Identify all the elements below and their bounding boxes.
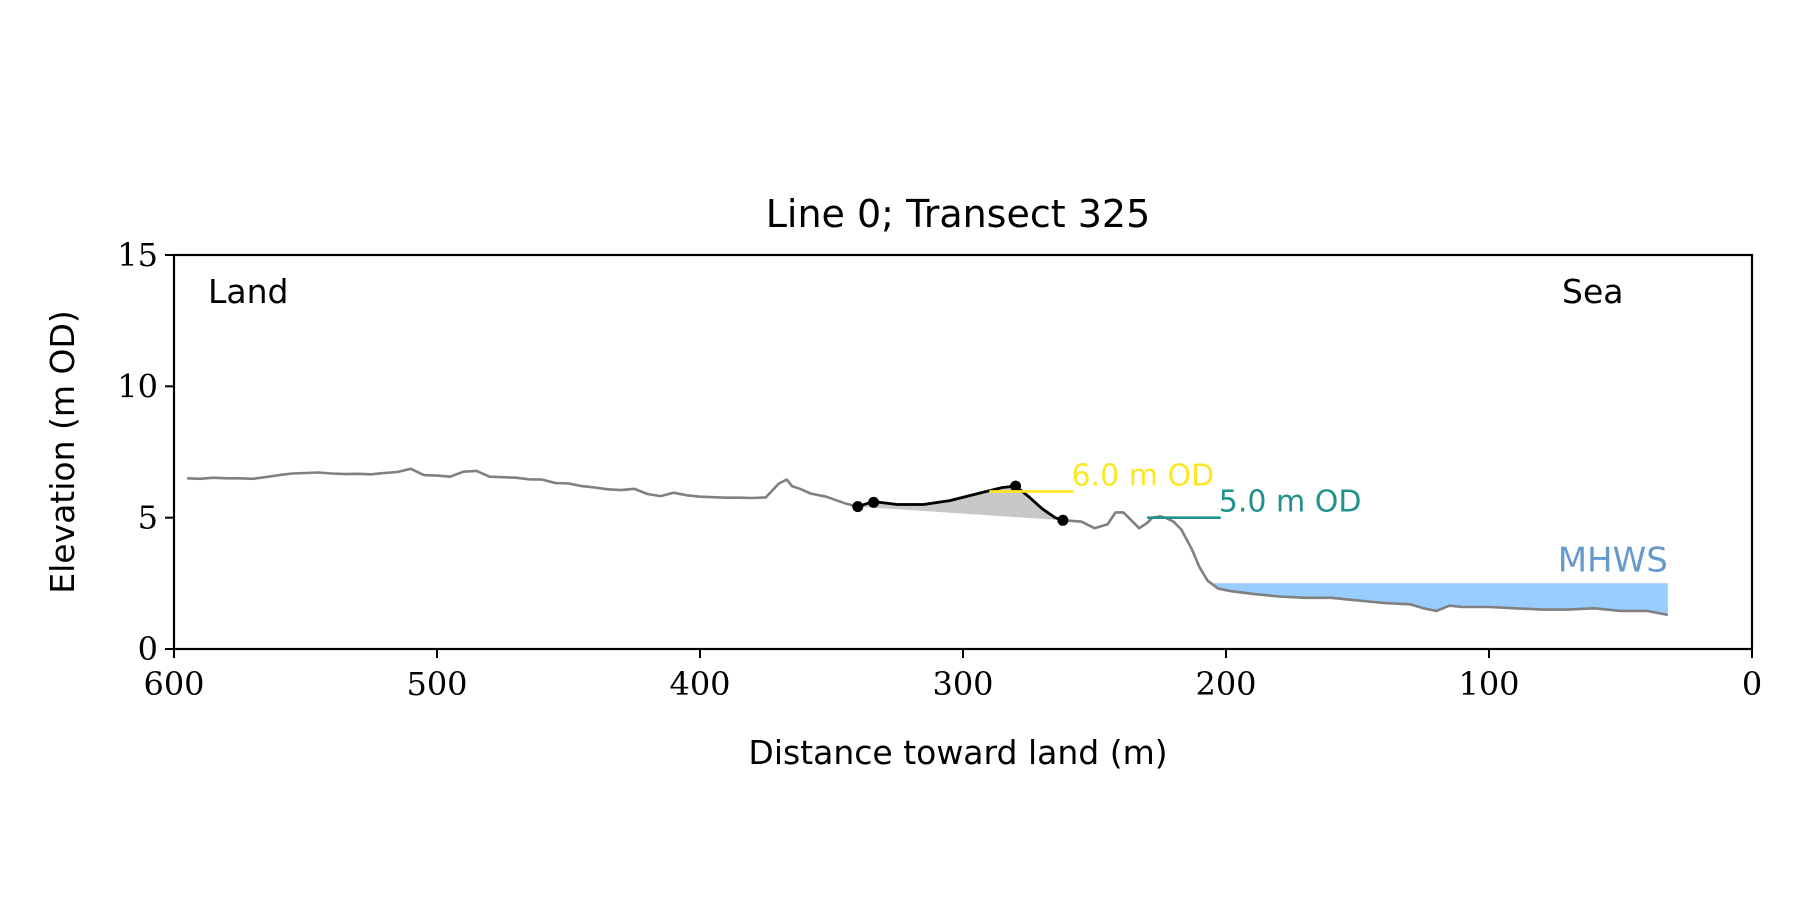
y-axis-label: Elevation (m OD) xyxy=(43,310,82,594)
x-tick-label-500: 500 xyxy=(406,665,467,703)
y-tick-label-5: 5 xyxy=(138,499,158,537)
y-tick-label-0: 0 xyxy=(138,630,158,668)
dune-point-3 xyxy=(1010,480,1022,492)
plot-area: 6.0 m OD5.0 m OD MHWS xyxy=(187,458,1669,617)
y-tick-label-15: 15 xyxy=(117,236,158,274)
axis-ticks: 600 500 400 300 200 100 0 0 5 10 15 xyxy=(117,236,1762,703)
mhws-water-band xyxy=(1212,583,1668,615)
beach-profile-line xyxy=(187,467,1669,617)
dune-volume-fill xyxy=(857,486,1063,521)
dune-point-1 xyxy=(852,501,864,513)
level-label-1: 6.0 m OD xyxy=(1071,458,1214,493)
x-tick-label-200: 200 xyxy=(1195,665,1256,703)
x-tick-label-600: 600 xyxy=(143,665,204,703)
x-tick-label-0: 0 xyxy=(1742,665,1762,703)
x-tick-label-400: 400 xyxy=(669,665,730,703)
x-axis-label: Distance toward land (m) xyxy=(748,733,1167,772)
x-tick-label-300: 300 xyxy=(932,665,993,703)
dune-point-4 xyxy=(1057,514,1069,526)
chart-title: Line 0; Transect 325 xyxy=(766,192,1151,236)
level-label-2: 5.0 m OD xyxy=(1219,485,1362,520)
y-tick-label-10: 10 xyxy=(117,367,158,405)
mhws-label: MHWS xyxy=(1558,540,1668,580)
dune-point-2 xyxy=(868,496,880,508)
x-tick-label-100: 100 xyxy=(1458,665,1519,703)
land-label: Land xyxy=(208,272,288,311)
sea-label: Sea xyxy=(1562,272,1623,311)
